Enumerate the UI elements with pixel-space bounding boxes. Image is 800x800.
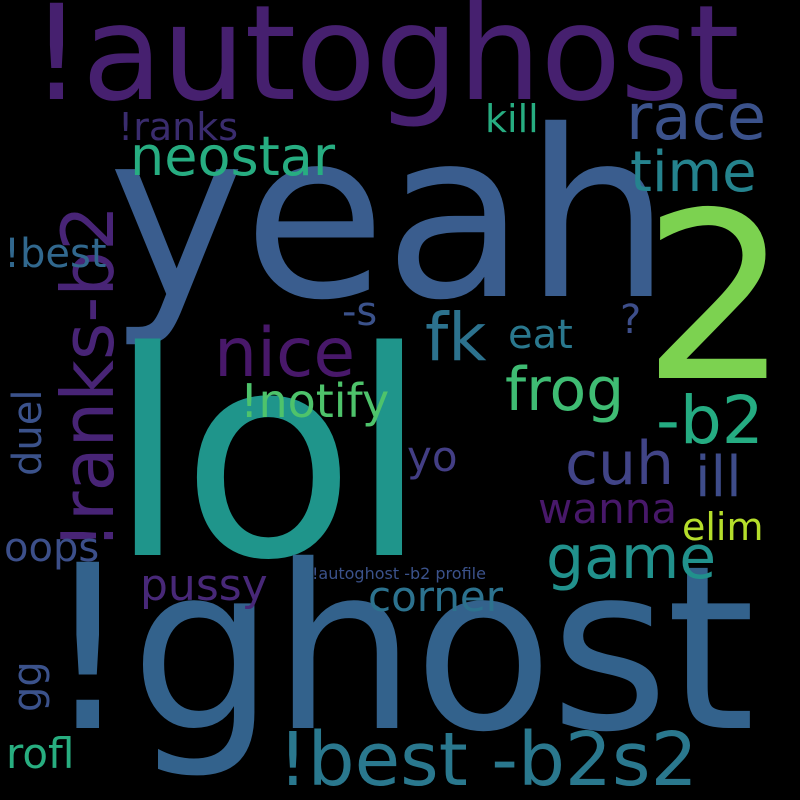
word-best: !best (4, 231, 107, 277)
word-b2: -b2 (656, 382, 764, 459)
word-nice: nice (214, 314, 356, 393)
word-fk: fk (425, 299, 487, 376)
word-ill: ill (695, 445, 742, 510)
word-best-b2s2: !best -b2s2 (278, 717, 698, 800)
word-notify: !notify (240, 374, 390, 428)
word-duel: duel (5, 389, 51, 476)
word-autoghost: !autoghost (30, 0, 740, 131)
word-oops: oops (4, 525, 100, 571)
word-yeah: yeah (108, 81, 671, 351)
word-yo: yo (407, 432, 458, 481)
word-question: ? (620, 297, 642, 343)
word-frog: frog (505, 355, 625, 425)
word-ghost: !ghost (42, 516, 755, 782)
word-rofl: rofl (6, 729, 75, 778)
word-lol: lol (108, 291, 429, 623)
word-s: -s (342, 289, 378, 335)
word-game: game (546, 523, 717, 593)
word-wanna: wanna (538, 484, 678, 533)
word-pussy: pussy (140, 560, 268, 611)
word-time: time (630, 140, 757, 205)
word-eat: eat (508, 312, 573, 358)
word-neostar: neostar (130, 125, 336, 188)
word-elim: elim (682, 505, 764, 549)
word-gg: gg (5, 661, 51, 712)
word-cuh: cuh (565, 429, 675, 499)
word-corner: corner (368, 572, 504, 621)
word-autoghost-profile: !autoghost -b2 profile (312, 564, 486, 583)
word-ranks: !ranks (118, 105, 239, 149)
word-kill: kill (485, 97, 539, 141)
word-race: race (626, 81, 767, 155)
word-2: 2 (642, 163, 790, 433)
